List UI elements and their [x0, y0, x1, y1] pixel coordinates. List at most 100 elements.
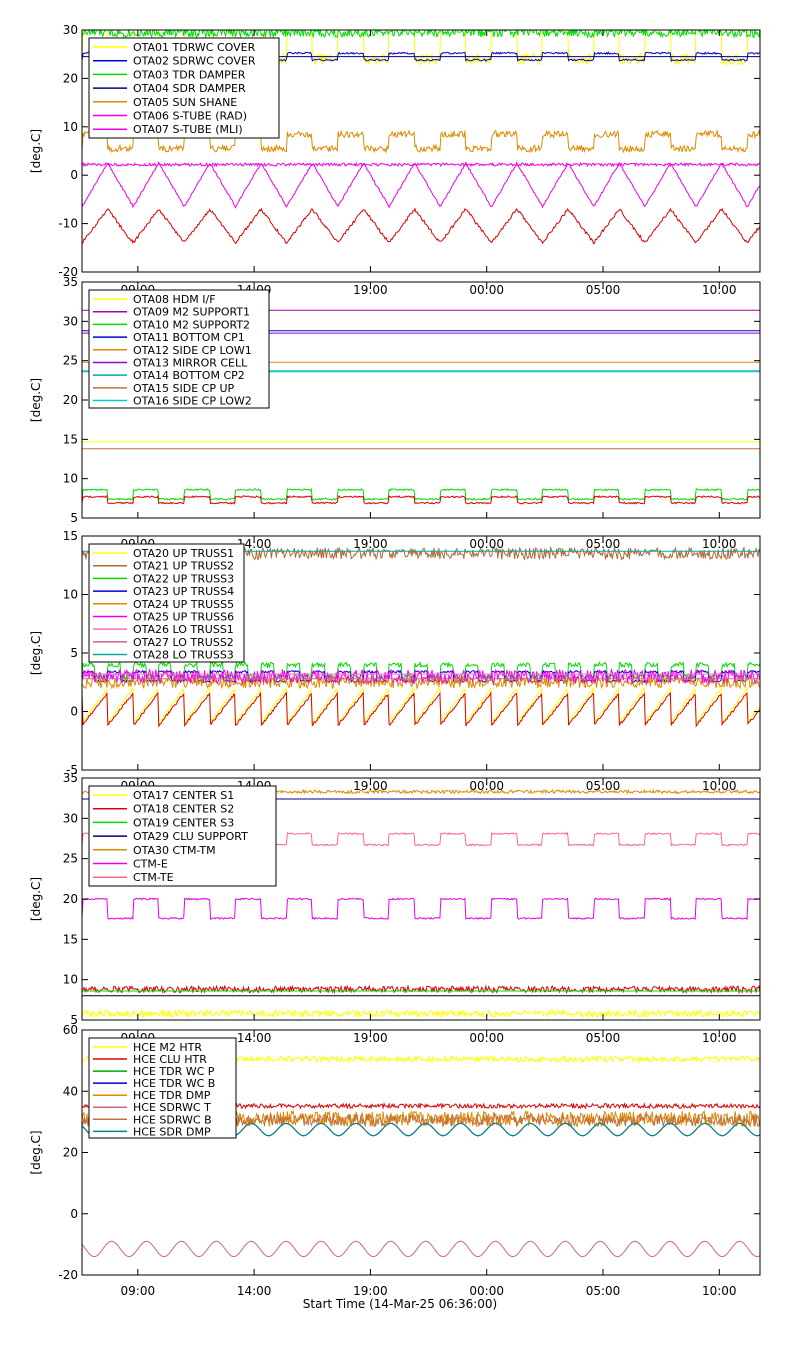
legend-entry: HCE SDRWC T [133, 1101, 211, 1114]
legend-entry: OTA16 SIDE CP LOW2 [133, 395, 252, 408]
x-tick-label: 00:00 [469, 779, 504, 793]
x-tick-label: 19:00 [353, 537, 388, 551]
x-tick-label: 05:00 [586, 537, 621, 551]
legend-entry: OTA07 S-TUBE (MLI) [133, 123, 243, 136]
y-tick-label: 5 [70, 511, 78, 525]
y-tick-label: 15 [63, 932, 78, 946]
legend-entry: OTA02 SDRWC COVER [133, 55, 256, 68]
y-tick-label: 20 [63, 71, 78, 85]
legend-entry: OTA23 UP TRUSS4 [133, 585, 234, 598]
x-tick-label: 00:00 [469, 283, 504, 297]
y-axis-label: [deg.C] [29, 129, 43, 173]
y-tick-label: -5 [66, 763, 78, 777]
panel-5: -20 0 20 40 60 09:00 14:00 19:00 00:00 05:00 10:00… [29, 1023, 761, 1298]
series-line [82, 30, 749, 67]
legend-entry: OTA10 M2 SUPPORT2 [133, 318, 250, 331]
legend-entry: OTA19 CENTER S3 [133, 816, 234, 829]
legend-entry: OTA05 SUN SHANE [133, 96, 237, 109]
x-tick-label: 00:00 [469, 537, 504, 551]
legend-entry: OTA09 M2 SUPPORT1 [133, 306, 250, 319]
legend-entry: OTA27 LO TRUSS2 [133, 636, 234, 649]
legend-entry: OTA20 UP TRUSS1 [133, 547, 234, 560]
legend-entry: HCE CLU HTR [133, 1053, 207, 1066]
x-tick-label: 00:00 [469, 1031, 504, 1045]
legend-entry: OTA25 UP TRUSS6 [133, 610, 234, 623]
x-tick-label: 05:00 [586, 283, 621, 297]
x-tick-label-bottom: 10:00 [702, 1284, 737, 1298]
legend-entry: OTA21 UP TRUSS2 [133, 560, 234, 573]
y-tick-label: 10 [63, 120, 78, 134]
panel-4: 510152025303509:0014:0019:0000:0005:0010… [29, 771, 761, 1027]
legend-entry: HCE TDR WC B [133, 1077, 215, 1090]
legend-entry: OTA14 BOTTOM CP2 [133, 369, 245, 382]
series-line [82, 896, 760, 921]
y-tick-label: 20 [63, 892, 78, 906]
series-line [82, 161, 760, 168]
y-tick-label: 60 [63, 1023, 78, 1037]
panel-2: 510152025303509:0014:0019:0000:0005:0010… [29, 275, 761, 525]
series-group [82, 30, 760, 245]
y-tick-label: -10 [58, 217, 78, 231]
x-tick-label-bottom: 19:00 [353, 1284, 388, 1298]
legend-entry: OTA30 CTM-TM [133, 844, 216, 857]
legend-entry: OTA01 TDRWC COVER [133, 41, 256, 54]
legend-entry: OTA15 SIDE CP UP [133, 382, 235, 395]
series-line [82, 984, 760, 995]
legend-entry: OTA28 LO TRUSS3 [133, 649, 234, 662]
x-tick-label: 19:00 [353, 283, 388, 297]
x-tick-label-bottom: 09:00 [121, 1284, 156, 1298]
legend-entry: OTA12 SIDE CP LOW1 [133, 344, 252, 357]
legend-entry: OTA11 BOTTOM CP1 [133, 331, 245, 344]
y-axis-label: [deg.C] [29, 1130, 43, 1174]
x-tick-label: 10:00 [702, 537, 737, 551]
legend-entry: OTA26 LO TRUSS1 [133, 623, 234, 636]
y-tick-label: 10 [63, 472, 78, 486]
legend-entry: HCE SDR DMP [133, 1125, 211, 1138]
series-line [82, 686, 760, 726]
legend-entry: HCE TDR DMP [133, 1089, 211, 1102]
legend-entry: OTA17 CENTER S1 [133, 789, 234, 802]
x-tick-label: 10:00 [702, 283, 737, 297]
y-tick-label: -20 [58, 1268, 78, 1282]
y-tick-label: 30 [63, 23, 78, 37]
y-tick-label: 0 [70, 705, 78, 719]
x-tick-label: 05:00 [586, 1031, 621, 1045]
series-line [82, 494, 760, 505]
legend-entry: HCE M2 HTR [133, 1041, 202, 1054]
plot-frame [81, 29, 761, 273]
y-tick-label: -20 [58, 265, 78, 279]
x-tick-label-bottom: 05:00 [586, 1284, 621, 1298]
y-tick-label: 10 [63, 973, 78, 987]
legend-entry: CTM-E [133, 857, 168, 870]
y-tick-label: 25 [63, 354, 78, 368]
y-tick-label: 20 [63, 1146, 78, 1160]
x-axis-title: Start Time (14-Mar-25 06:36:00) [302, 1297, 498, 1311]
y-tick-label: 5 [70, 646, 78, 660]
legend-entry: HCE SDRWC B [133, 1113, 212, 1126]
x-tick-label: 19:00 [353, 1031, 388, 1045]
y-tick-label: 35 [63, 275, 78, 289]
legend-entry: OTA22 UP TRUSS3 [133, 572, 234, 585]
legend-entry: OTA29 CLU SUPPORT [133, 830, 248, 843]
legend-entry: CTM-TE [133, 871, 174, 884]
y-axis-label: [deg.C] [29, 877, 43, 921]
x-tick-label: 14:00 [237, 537, 272, 551]
x-tick-label-bottom: 14:00 [237, 1284, 272, 1298]
series-group [82, 546, 760, 728]
x-tick-label: 14:00 [237, 1031, 272, 1045]
x-tick-label: 05:00 [586, 779, 621, 793]
y-tick-label: 30 [63, 811, 78, 825]
panel-3: -505101509:0014:0019:0000:0005:0010:00[d… [29, 529, 761, 777]
y-tick-label: 30 [63, 314, 78, 328]
legend-entry: OTA24 UP TRUSS5 [133, 598, 234, 611]
y-tick-label: 35 [63, 771, 78, 785]
y-axis-label: [deg.C] [29, 378, 43, 422]
legend-box [88, 1037, 237, 1139]
y-tick-label: 0 [70, 1207, 78, 1221]
y-tick-label: 5 [70, 1013, 78, 1027]
